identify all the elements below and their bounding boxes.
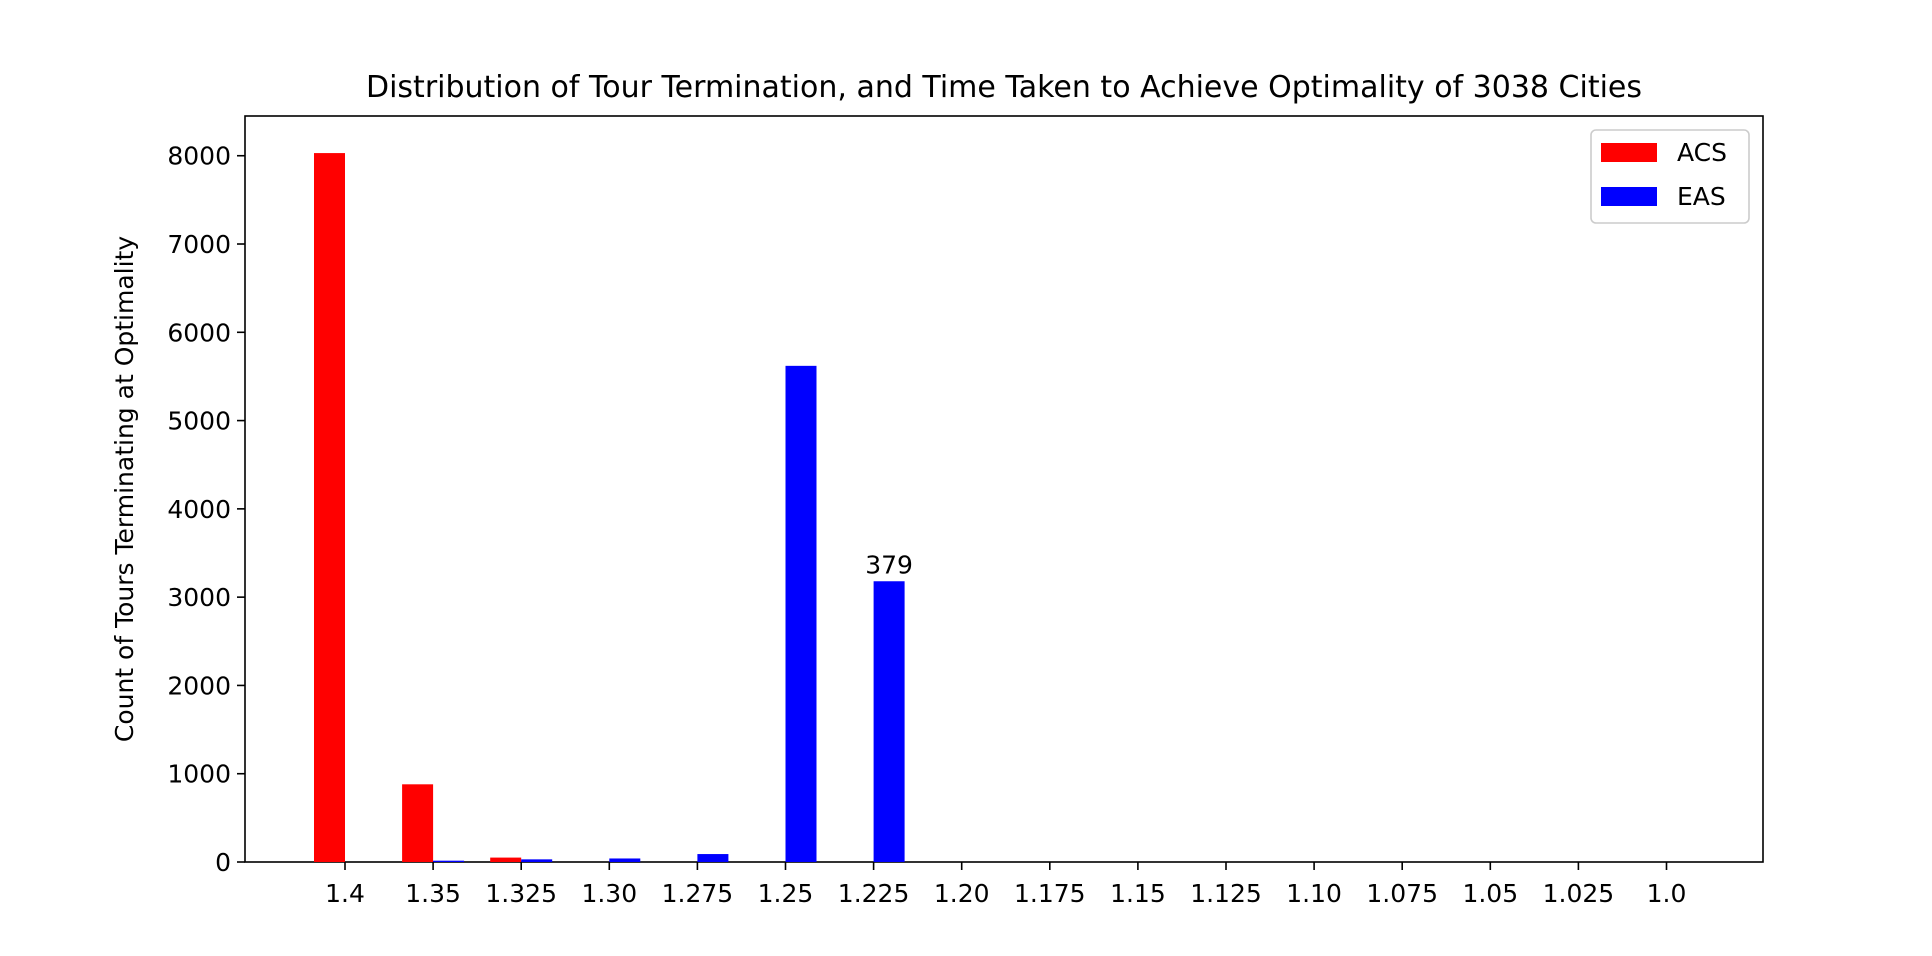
x-tick-label-5: 1.25 <box>758 879 814 908</box>
bar-eas-4 <box>697 854 729 862</box>
data-label-0: 379 <box>865 550 913 579</box>
y-tick-label-0: 0 <box>215 848 231 877</box>
y-tick-label-2: 2000 <box>167 671 231 700</box>
y-tick-label-7: 7000 <box>167 230 231 259</box>
x-tick-label-11: 1.10 <box>1286 879 1342 908</box>
bar-acs-2 <box>490 857 522 862</box>
x-tick-label-15: 1.0 <box>1647 879 1687 908</box>
y-axis: 0 1000 2000 3000 4000 5000 6000 7000 8000 <box>167 142 245 877</box>
x-tick-label-6: 1.225 <box>838 879 910 908</box>
x-axis: 1.4 1.35 1.325 1.30 1.275 1.25 1.225 1.20 1.175 1… <box>325 862 1686 908</box>
bar-eas-2 <box>521 859 553 862</box>
x-tick-label-9: 1.15 <box>1110 879 1166 908</box>
annotations-layer: 379 <box>865 550 913 579</box>
x-tick-label-13: 1.05 <box>1462 879 1518 908</box>
x-tick-label-7: 1.20 <box>934 879 990 908</box>
y-tick-label-1: 1000 <box>167 760 231 789</box>
bar-eas-1 <box>433 860 465 862</box>
x-tick-label-0: 1.4 <box>325 879 365 908</box>
bar-eas-3 <box>609 858 641 862</box>
y-tick-label-6: 6000 <box>167 318 231 347</box>
legend-swatch-acs <box>1601 143 1657 162</box>
legend-swatch-eas <box>1601 187 1657 206</box>
x-tick-label-1: 1.35 <box>405 879 461 908</box>
bars-layer <box>314 153 905 862</box>
bar-eas-5 <box>785 365 817 862</box>
x-tick-label-14: 1.025 <box>1543 879 1615 908</box>
bar-eas-6 <box>873 581 905 862</box>
legend-label-eas: EAS <box>1677 182 1726 211</box>
plot-area <box>244 115 1764 863</box>
chart-title: Distribution of Tour Termination, and Ti… <box>366 70 1642 105</box>
y-tick-label-4: 4000 <box>167 495 231 524</box>
x-tick-label-8: 1.175 <box>1014 879 1086 908</box>
y-tick-label-8: 8000 <box>167 142 231 171</box>
x-tick-label-4: 1.275 <box>662 879 734 908</box>
bar-acs-1 <box>402 784 434 862</box>
legend-label-acs: ACS <box>1677 138 1727 167</box>
x-tick-label-10: 1.125 <box>1190 879 1262 908</box>
x-tick-label-2: 1.325 <box>485 879 557 908</box>
y-axis-title: Count of Tours Terminating at Optimality <box>110 236 139 742</box>
x-tick-label-3: 1.30 <box>581 879 637 908</box>
y-tick-label-5: 5000 <box>167 407 231 436</box>
x-tick-label-12: 1.075 <box>1366 879 1438 908</box>
y-tick-label-3: 3000 <box>167 583 231 612</box>
bar-acs-0 <box>314 153 345 862</box>
legend: ACS EAS <box>1590 129 1750 224</box>
